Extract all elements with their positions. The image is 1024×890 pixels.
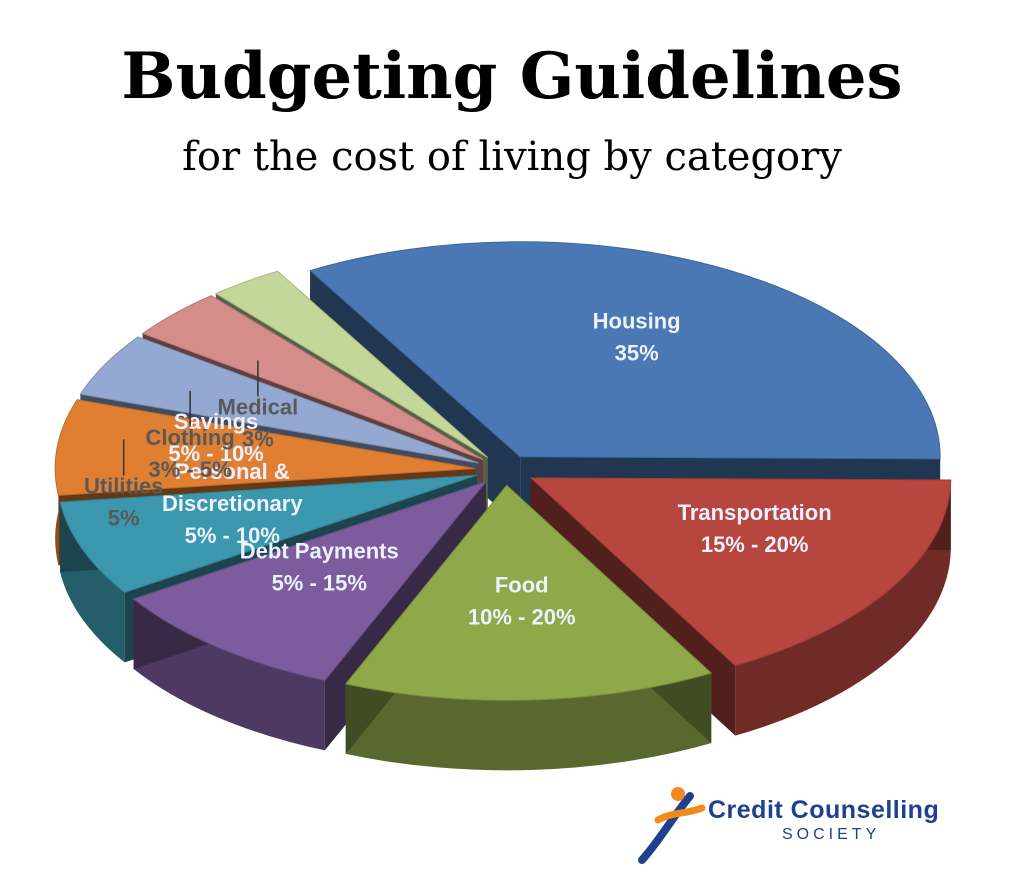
swoosh-person-icon bbox=[638, 787, 706, 864]
chart-title: Budgeting Guidelines bbox=[121, 39, 903, 114]
pie-slice-housing bbox=[309, 241, 941, 460]
slice-label-0-0: Housing bbox=[593, 309, 681, 334]
slice-label-7-1: 3% - 5% bbox=[149, 457, 232, 482]
slice-label-8-1: 3% bbox=[242, 426, 274, 451]
pie-slice-savings bbox=[54, 399, 476, 496]
slice-label-1-0: Transportation bbox=[678, 500, 832, 525]
credit-counselling-logo: Credit Counselling SOCIETY bbox=[632, 778, 972, 870]
slice-label-0-1: 35% bbox=[615, 341, 659, 366]
slice-label-4-2: 5% - 10% bbox=[185, 523, 280, 548]
slice-side-1 bbox=[735, 479, 951, 736]
pie-slice-food bbox=[344, 484, 713, 701]
slice-label-5-1: 5% - 10% bbox=[168, 441, 263, 466]
slice-label-3-1: 5% - 15% bbox=[272, 570, 367, 595]
logo-name: Credit Counselling bbox=[708, 796, 940, 824]
slice-label-1-1: 15% - 20% bbox=[701, 532, 809, 557]
pie-slice-medical bbox=[214, 270, 489, 458]
slice-label-4-1: Discretionary bbox=[162, 491, 303, 516]
slice-label-6-0: Utilities bbox=[84, 473, 163, 498]
slice-label-6-1: 5% bbox=[108, 505, 140, 530]
slice-label-2-1: 10% - 20% bbox=[468, 604, 576, 629]
pie-slice-utilities bbox=[79, 336, 479, 464]
pie-slice-debt-payments bbox=[132, 480, 488, 681]
slice-label-7-0: Clothing bbox=[146, 425, 235, 450]
chart-subtitle: for the cost of living by category bbox=[182, 134, 842, 180]
pie-slice-personal-discretionary bbox=[59, 474, 477, 593]
pie-slice-transportation bbox=[529, 477, 952, 667]
slice-label-4-0: Personal & bbox=[175, 459, 290, 484]
slice-label-3-0: Debt Payments bbox=[240, 538, 399, 563]
slice-label-8-0: Medical bbox=[218, 394, 299, 419]
slice-label-5-0: Savings bbox=[174, 409, 258, 434]
slice-label-2-0: Food bbox=[495, 572, 549, 597]
logo-society: SOCIETY bbox=[782, 826, 881, 843]
pie-slice-clothing bbox=[141, 295, 484, 461]
